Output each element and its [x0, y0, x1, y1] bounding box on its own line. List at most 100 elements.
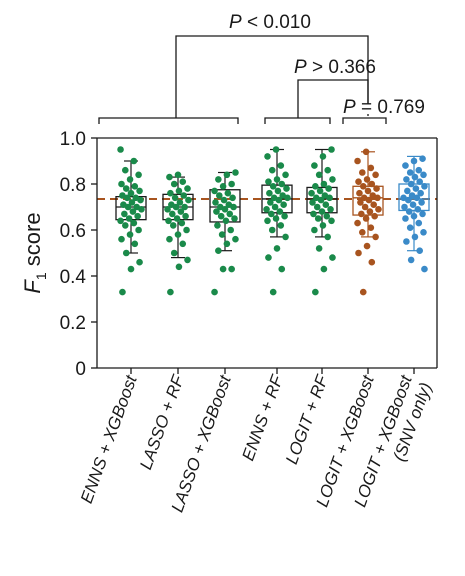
data-point	[219, 183, 227, 190]
data-point	[265, 254, 272, 261]
x-category-line: ENNS + RF	[238, 371, 287, 463]
data-point	[177, 208, 185, 215]
comparison-label-1: P < 0.010	[229, 12, 311, 33]
p-symbol: P	[229, 12, 242, 33]
data-point	[356, 189, 363, 197]
data-point	[226, 210, 234, 218]
data-point	[359, 169, 366, 176]
data-point	[117, 217, 124, 225]
data-point	[125, 215, 133, 222]
data-point	[179, 178, 187, 185]
data-point	[315, 171, 323, 179]
data-point	[273, 245, 281, 252]
data-point	[268, 226, 276, 234]
data-point	[122, 222, 129, 229]
data-point	[403, 176, 410, 183]
comparison-bracket-2	[297, 79, 369, 118]
data-point	[374, 194, 381, 202]
data-point	[228, 180, 235, 188]
data-point	[416, 178, 424, 185]
data-point	[277, 162, 285, 169]
data-point	[355, 249, 362, 257]
data-point	[282, 171, 289, 179]
data-point	[167, 189, 174, 197]
data-point	[417, 189, 424, 197]
data-point	[278, 180, 286, 188]
data-points	[117, 146, 428, 296]
data-point	[269, 288, 277, 296]
data-point	[135, 226, 142, 234]
y-tick-label: 0.6	[60, 221, 86, 242]
data-point	[320, 180, 328, 188]
data-point	[421, 183, 428, 190]
data-point	[412, 185, 420, 192]
data-point	[126, 176, 134, 183]
data-point	[136, 258, 143, 266]
data-point	[117, 146, 124, 153]
data-point	[183, 226, 190, 234]
data-point	[182, 212, 189, 220]
data-point	[405, 196, 412, 204]
data-point	[215, 247, 222, 254]
data-point	[217, 212, 225, 220]
group-bracket-left	[98, 117, 239, 124]
data-point	[274, 187, 282, 195]
data-point	[329, 176, 336, 183]
data-point	[315, 245, 323, 252]
data-point	[184, 185, 191, 192]
data-point	[166, 235, 173, 243]
data-point	[329, 254, 336, 261]
data-point	[409, 201, 417, 208]
data-point	[317, 196, 325, 204]
data-point	[368, 180, 376, 188]
data-point	[215, 176, 222, 183]
data-point	[407, 256, 415, 264]
data-point	[130, 157, 138, 165]
data-point	[410, 157, 418, 165]
data-point	[357, 199, 364, 206]
group-bracket-right	[342, 117, 387, 124]
data-point	[232, 235, 239, 243]
data-point	[359, 183, 367, 190]
data-point	[138, 206, 145, 213]
comparison-label-2: P > 0.366	[294, 57, 376, 78]
data-point	[308, 189, 315, 197]
data-point	[264, 153, 271, 160]
data-point	[135, 171, 142, 179]
x-category-label: LASSO + RF	[136, 371, 188, 472]
data-point	[277, 222, 285, 229]
data-point	[229, 194, 236, 202]
data-point	[134, 212, 141, 220]
data-point	[364, 187, 372, 195]
y-tick-label: 1.0	[60, 129, 86, 150]
data-point	[404, 187, 411, 195]
data-point	[282, 233, 289, 241]
data-point	[169, 210, 176, 218]
data-point	[264, 217, 271, 225]
data-point	[280, 201, 287, 208]
data-point	[171, 194, 179, 202]
data-point	[275, 196, 283, 204]
y-tick-label: 0.4	[60, 267, 87, 288]
data-point	[325, 185, 332, 192]
data-point	[136, 187, 143, 195]
data-point	[421, 265, 428, 273]
data-point	[273, 176, 281, 183]
data-point	[328, 146, 335, 153]
data-point	[272, 146, 280, 153]
data-point	[420, 229, 427, 236]
data-point	[122, 249, 130, 257]
data-point	[276, 208, 284, 215]
x-category-label: ENNS + RF	[238, 371, 287, 463]
data-point	[265, 178, 272, 185]
data-point	[173, 215, 181, 222]
data-point	[401, 203, 408, 211]
y-axis-label: F1 score	[20, 212, 49, 293]
data-point	[269, 183, 277, 190]
data-point	[358, 210, 365, 218]
axes	[96, 137, 438, 369]
data-point	[419, 210, 426, 218]
data-point	[312, 288, 319, 296]
data-point	[370, 201, 378, 208]
data-point	[166, 173, 173, 181]
